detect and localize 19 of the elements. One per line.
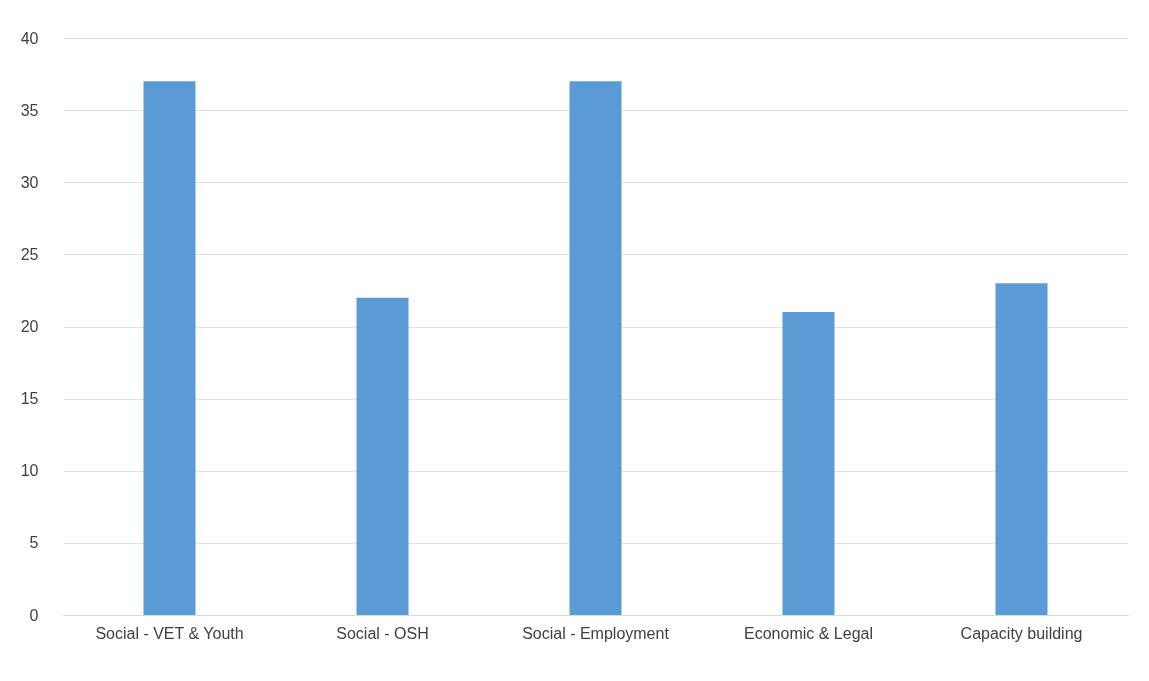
bar — [782, 312, 835, 615]
y-tick-label: 25 — [20, 245, 39, 263]
y-tick-label: 10 — [20, 462, 39, 480]
y-tick-label: 0 — [29, 606, 39, 624]
y-tick-label: 20 — [20, 318, 39, 335]
bar — [356, 297, 409, 615]
x-tick-label: Economic & Legal — [744, 624, 873, 642]
y-tick-label: 40 — [20, 29, 39, 47]
y-tick-label: 15 — [20, 390, 39, 408]
bar — [995, 283, 1048, 615]
bar — [143, 81, 196, 615]
y-tick-label: 30 — [20, 173, 39, 191]
y-tick-label: 5 — [29, 534, 39, 552]
x-tick-label: Social - VET & Youth — [95, 624, 244, 642]
bar — [569, 81, 622, 615]
y-tick-label: 35 — [20, 101, 39, 119]
x-tick-label: Social - OSH — [336, 624, 429, 642]
x-tick-label: Social - Employment — [522, 624, 670, 642]
x-tick-label: Capacity building — [960, 624, 1083, 642]
